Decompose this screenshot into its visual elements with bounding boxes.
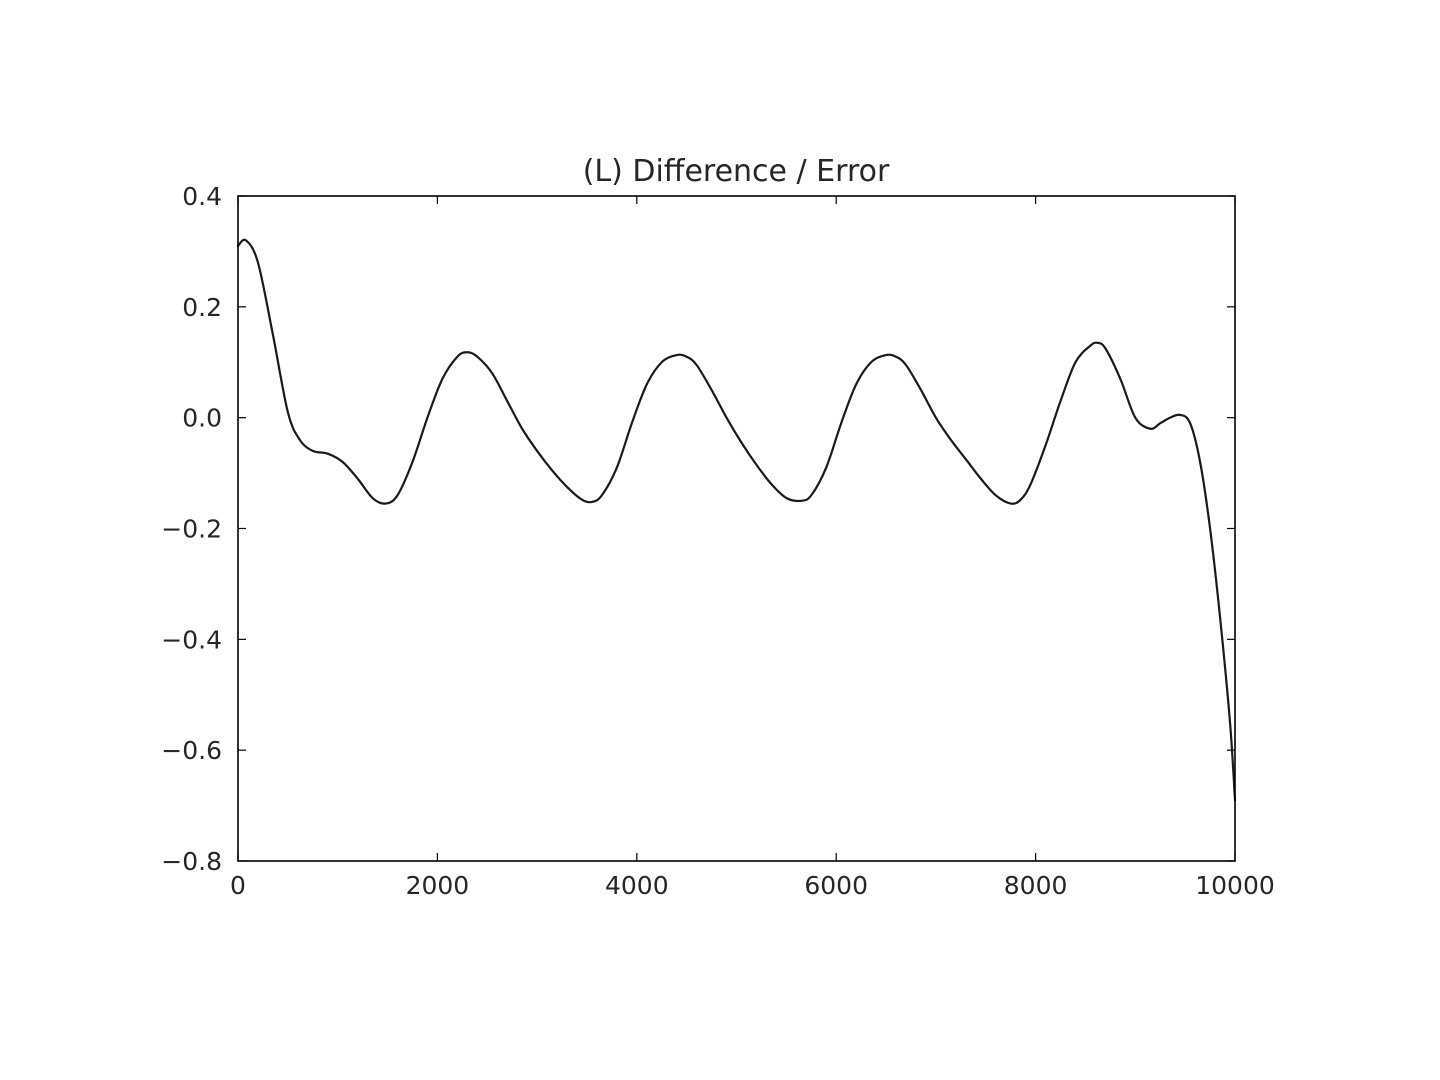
y-tick-label: −0.8 [161, 847, 222, 876]
y-tick-label: −0.4 [161, 625, 222, 654]
x-tick-label: 10000 [1195, 871, 1275, 900]
x-tick-label: 0 [230, 871, 246, 900]
y-tick-label: −0.2 [161, 515, 222, 544]
y-tick-label: −0.6 [161, 736, 222, 765]
x-tick-label: 2000 [406, 871, 470, 900]
series-line [236, 238, 1237, 802]
x-tick-label: 4000 [605, 871, 669, 900]
x-tick-label: 6000 [804, 871, 868, 900]
axis-tick-labels: 0 2000 4000 6000 8000 10000 −0.8 −0.6 −0.4 −0.2 0.… [161, 182, 1274, 900]
x-tick-label: 8000 [1004, 871, 1068, 900]
y-tick-label: 0.4 [182, 182, 222, 211]
y-tick-label: 0.2 [182, 293, 222, 322]
plot-frame [237, 195, 1236, 862]
y-tick-label: 0.0 [182, 404, 222, 433]
axis-ticks [237, 195, 1236, 862]
chart-title: (L) Difference / Error [583, 154, 890, 189]
